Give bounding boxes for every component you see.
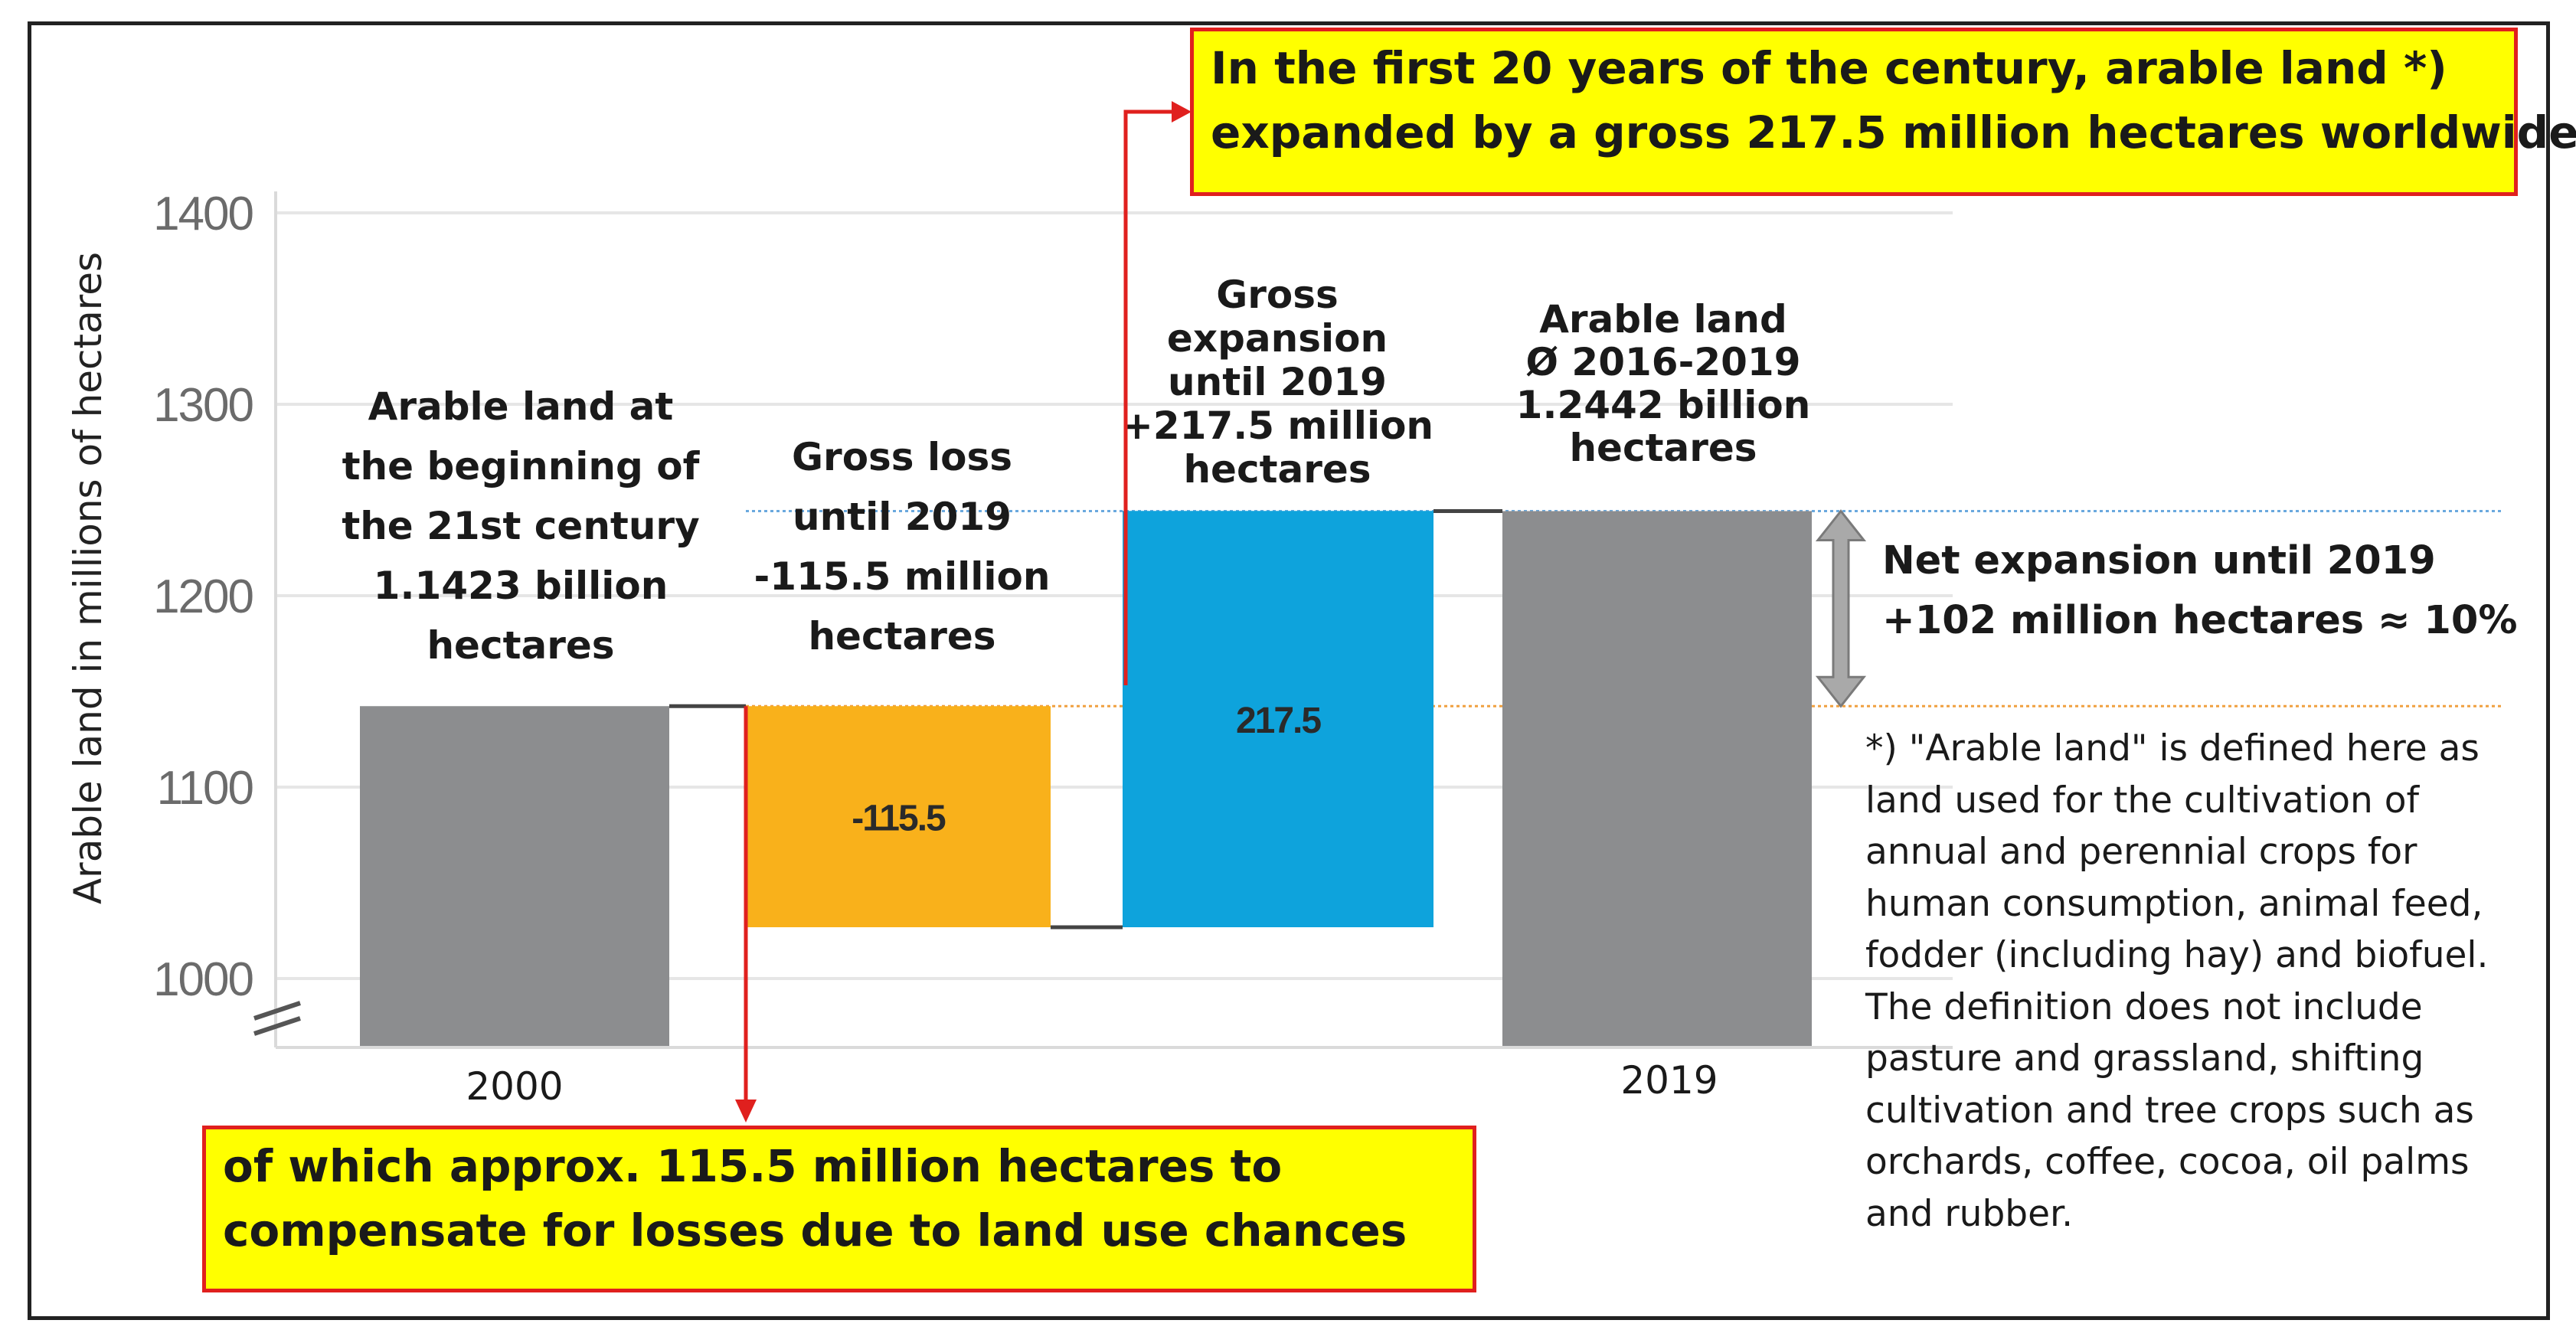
footnote-line: *) "Arable land" is defined here as xyxy=(1865,727,2480,770)
axis-break-mark xyxy=(253,1001,301,1021)
annotation-end-line: Ø 2016-2019 xyxy=(1526,340,1801,384)
footnote-line: and rubber. xyxy=(1865,1192,2074,1235)
x-category-label: 2000 xyxy=(466,1064,563,1109)
footnote-line: The definition does not include xyxy=(1865,985,2423,1028)
y-axis: 1000 1100 1200 1300 1400 Arable land in milli… xyxy=(66,188,1953,1109)
annotation-start-line: hectares xyxy=(427,623,614,668)
net-expansion-double-arrow xyxy=(1815,509,1867,708)
annotation-loss-line: until 2019 xyxy=(793,495,1012,539)
x-category-label: 2019 xyxy=(1620,1058,1718,1103)
footnote-line: cultivation and tree crops such as xyxy=(1865,1089,2474,1132)
bottom-callout: of which approx. 115.5 million hectares … xyxy=(202,1126,1476,1292)
annotation-end-line: hectares xyxy=(1569,426,1757,470)
annotation-gain-line: Gross xyxy=(1216,273,1339,317)
footnote-line: fodder (including hay) and biofuel. xyxy=(1865,934,2489,976)
footnote-line: annual and perennial crops for xyxy=(1865,831,2417,873)
footnote-line: land used for the cultivation of xyxy=(1865,779,2420,822)
net-expansion-line-1: Net expansion until 2019 xyxy=(1882,538,2436,583)
axis-break-mark xyxy=(253,1016,301,1036)
footnote-line: pasture and grassland, shifting xyxy=(1865,1037,2424,1080)
bar-start xyxy=(360,706,669,1047)
bottom-arrow-head xyxy=(735,1100,757,1122)
top-arrow-head xyxy=(1172,101,1192,123)
footnote-line: human consumption, animal feed, xyxy=(1865,882,2483,925)
annotation-start-line: the 21st century xyxy=(342,504,699,548)
bar-end xyxy=(1502,511,1812,1047)
bar-value-label: -115.5 xyxy=(852,799,946,839)
annotation-end-line: Arable land xyxy=(1539,297,1787,341)
top-callout: In the first 20 years of the century, ar… xyxy=(1190,28,2576,196)
footnote: *) "Arable land" is defined here as land… xyxy=(1865,723,2539,1240)
annotation-end-line: 1.2442 billion xyxy=(1516,383,1811,427)
net-expansion-line-2: +102 million hectares ≈ 10% xyxy=(1882,598,2518,643)
annotation-start-line: Arable land at xyxy=(368,384,674,429)
net-expansion-arrow xyxy=(1815,509,1867,708)
annotation-loss-line: hectares xyxy=(808,614,995,658)
annotation-gain-line: until 2019 xyxy=(1168,360,1387,404)
bar-gain xyxy=(1123,511,1433,927)
bar-value-label: 217.5 xyxy=(1236,701,1321,741)
y-tick-label: 1100 xyxy=(157,762,253,815)
y-tick-label: 1200 xyxy=(153,570,253,623)
footnote-line: orchards, coffee, cocoa, oil palms xyxy=(1865,1141,2470,1183)
annotation-gain-line: +217.5 million xyxy=(1121,404,1433,448)
y-axis-title: Arable land in millions of hectares xyxy=(66,252,110,904)
y-tick-label: 1400 xyxy=(153,188,253,240)
annotation-loss-line: Gross loss xyxy=(792,435,1012,479)
bar-annotations: Arable land at the beginning of the 21st c… xyxy=(342,273,1810,668)
y-tick-label: 1000 xyxy=(153,953,253,1006)
top-callout-line-1: In the first 20 years of the century, ar… xyxy=(1211,42,2447,94)
net-expansion-text: Net expansion until 2019 +102 million he… xyxy=(1882,531,2517,651)
y-tick-label: 1300 xyxy=(153,379,253,432)
annotation-loss-line: -115.5 million xyxy=(754,554,1051,599)
bar-loss xyxy=(746,706,1051,927)
top-callout-arrow-line xyxy=(1123,109,1176,685)
annotation-gain-line: hectares xyxy=(1183,447,1371,492)
bottom-callout-line-1: of which approx. 115.5 million hectares … xyxy=(223,1140,1283,1192)
annotation-start-line: the beginning of xyxy=(342,444,701,489)
bars: -115.5 217.5 xyxy=(360,511,1812,1047)
connectors xyxy=(669,509,1502,930)
callout-arrows xyxy=(735,101,1192,1122)
annotation-gain-line: expansion xyxy=(1167,316,1388,361)
top-callout-line-2: expanded by a gross 217.5 million hectar… xyxy=(1211,106,2576,158)
bottom-callout-line-2: compensate for losses due to land use ch… xyxy=(223,1204,1407,1256)
annotation-start-line: 1.1423 billion xyxy=(374,564,669,608)
